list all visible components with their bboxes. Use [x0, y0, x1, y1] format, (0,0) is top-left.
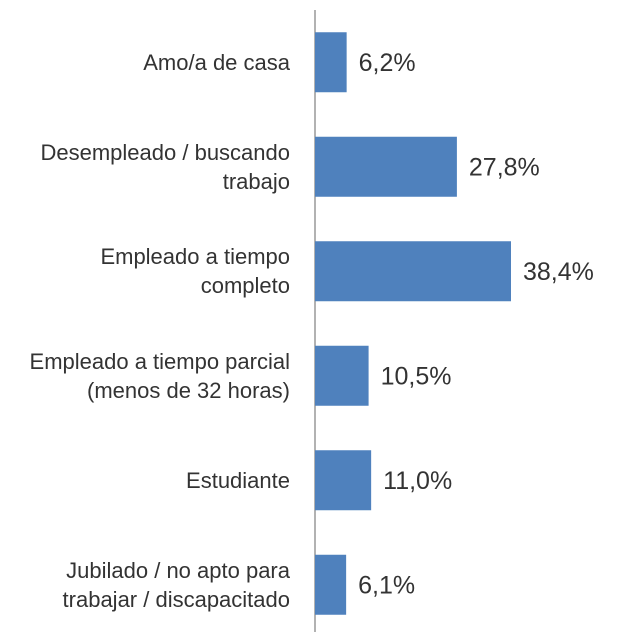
category-text: Desempleado / buscando trabajo [40, 139, 291, 194]
value-label: 11,0% [383, 467, 452, 495]
category-label: Empleado a tiempo parcial (menos de 32 h… [8, 324, 290, 429]
category-label: Estudiante [8, 428, 290, 533]
category-text: Jubilado / no apto para trabajar / disca… [62, 557, 290, 612]
bar [315, 554, 347, 615]
category-text: Empleado a tiempo completo [100, 244, 290, 299]
value-label: 6,2% [359, 49, 416, 77]
bar [315, 345, 369, 406]
bar [315, 450, 372, 511]
category-label: Jubilado / no apto para trabajar / disca… [8, 533, 290, 632]
category-text: Estudiante [186, 467, 290, 493]
value-label: 27,8% [469, 153, 540, 181]
value-label: 6,1% [358, 571, 415, 599]
category-text: Empleado a tiempo parcial (menos de 32 h… [29, 348, 290, 403]
bar [315, 32, 347, 93]
category-label: Desempleado / buscando trabajo [8, 115, 291, 220]
value-label: 38,4% [523, 258, 594, 286]
bar [315, 241, 511, 302]
category-text: Amo/a de casa [143, 49, 290, 75]
bar [315, 136, 457, 197]
category-label: Empleado a tiempo completo [8, 219, 290, 324]
value-label: 10,5% [381, 362, 452, 390]
category-label: Amo/a de casa [8, 10, 290, 115]
